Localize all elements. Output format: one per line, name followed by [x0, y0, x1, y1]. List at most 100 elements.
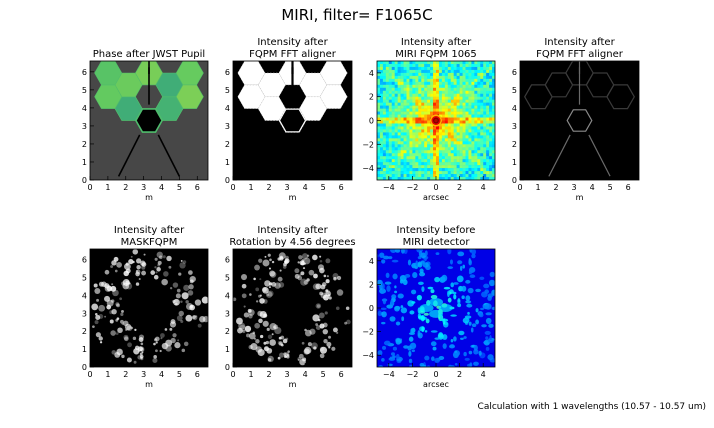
psf-pixel [438, 66, 443, 71]
psf-pixel [379, 132, 384, 136]
psf-pixel [377, 102, 381, 106]
psf-pixel [480, 63, 484, 68]
psf-pixel [379, 75, 384, 80]
psf-pixel [377, 78, 381, 83]
psf-pixel [415, 117, 419, 121]
psf-pixel [430, 72, 434, 77]
psf-pixel [430, 132, 434, 136]
psf-pixel [453, 156, 457, 160]
psf-pixel [489, 120, 493, 124]
x-tick-label: 2 [123, 183, 128, 192]
psf-pixel [406, 126, 410, 130]
psf-pixel [377, 81, 381, 86]
psf-pixel [403, 114, 407, 118]
psf-pixel [385, 84, 390, 89]
psf-pixel [427, 156, 431, 160]
psf-pixel [424, 150, 428, 154]
residual-speckle [267, 253, 271, 257]
psf-pixel [456, 147, 460, 151]
speckle [471, 253, 476, 259]
y-tick-label: 0 [369, 117, 374, 126]
speckle [460, 337, 464, 340]
psf-pixel [447, 99, 452, 103]
psf-pixel [391, 123, 395, 127]
psf-pixel [477, 123, 481, 127]
psf-pixel [382, 144, 387, 148]
residual-speckle [95, 315, 101, 320]
psf-pixel [427, 147, 431, 151]
residual-speckle [136, 264, 141, 270]
psf-pixel [477, 111, 481, 115]
psf-pixel [474, 174, 478, 178]
psf-pixel [427, 135, 431, 139]
psf-pixel [421, 120, 425, 124]
residual-speckle [157, 263, 161, 267]
psf-pixel [382, 81, 387, 86]
psf-pixel [456, 99, 460, 103]
speckle [466, 303, 473, 308]
psf-pixel [453, 81, 457, 86]
psf-pixel [468, 61, 472, 65]
psf-pixel [385, 99, 390, 103]
psf-pixel [406, 135, 410, 139]
psf-pixel [397, 117, 401, 121]
speckle [419, 272, 426, 277]
panel-title: MIRI FQPM 1065 [395, 49, 477, 60]
psf-pixel [462, 156, 466, 160]
speckle [453, 336, 457, 342]
psf-pixel [456, 63, 460, 68]
psf-pixel [412, 87, 416, 92]
residual-speckle [172, 282, 179, 288]
speckle [418, 250, 423, 258]
psf-pixel [456, 129, 460, 133]
psf-pixel [421, 168, 425, 172]
speckle [480, 307, 485, 311]
psf-pixel [492, 168, 495, 172]
psf-pixel [477, 90, 481, 95]
psf-pixel [477, 147, 481, 151]
psf-pixel [409, 159, 413, 163]
psf-pixel [459, 153, 463, 157]
psf-pixel [415, 66, 419, 71]
central-obscuration [136, 109, 162, 132]
psf-pixel [444, 141, 449, 145]
psf-pixel [486, 61, 490, 65]
psf-pixel [415, 63, 419, 68]
psf-pixel [477, 174, 481, 178]
psf-pixel [433, 102, 437, 106]
psf-pixel [480, 177, 484, 180]
psf-pixel [474, 162, 478, 166]
psf-pixel [489, 102, 493, 106]
psf-pixel [433, 174, 437, 178]
residual-speckle [346, 319, 351, 325]
psf-pixel [474, 78, 478, 83]
psf-pixel [441, 66, 446, 71]
speckle [478, 350, 482, 356]
psf-pixel [415, 126, 419, 130]
psf-pixel [415, 141, 419, 145]
y-tick-label: 5 [82, 86, 87, 95]
speckle [460, 265, 463, 271]
residual-speckle [185, 300, 189, 304]
residual-speckle [104, 295, 111, 302]
psf-pixel [400, 162, 404, 166]
psf-pixel [471, 156, 475, 160]
psf-pixel [462, 75, 466, 80]
psf-pixel [391, 153, 395, 157]
psf-pixel [465, 168, 469, 172]
y-tick-label: 6 [512, 68, 517, 77]
speckle [416, 294, 422, 301]
psf-pixel [385, 153, 390, 157]
residual-speckle [262, 259, 270, 267]
psf-pixel [483, 78, 487, 83]
residual-speckle [141, 265, 146, 270]
psf-pixel [471, 69, 475, 74]
psf-pixel [480, 114, 484, 118]
psf-pixel [480, 87, 484, 92]
psf-pixel [444, 78, 449, 83]
speckle [377, 350, 383, 356]
psf-pixel [424, 114, 428, 118]
speckle [425, 318, 430, 324]
psf-pixel [441, 114, 446, 118]
psf-pixel [471, 114, 475, 118]
